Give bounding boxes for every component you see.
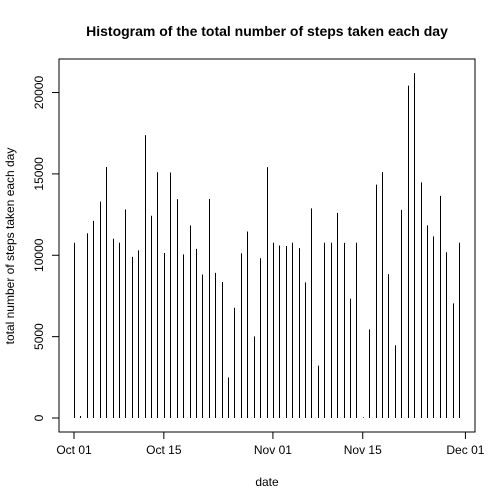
x-tick-label-2: Nov 01 xyxy=(254,443,292,457)
y-axis: 0 5000 10000 15000 20000 xyxy=(32,76,60,421)
x-tick-label-1: Oct 15 xyxy=(146,443,182,457)
x-tick-label-4: Dec 01 xyxy=(446,443,484,457)
y-tick-label-4: 20000 xyxy=(32,76,46,110)
chart-title: Histogram of the total number of steps t… xyxy=(86,23,448,39)
y-tick-label-0: 0 xyxy=(32,414,46,421)
y-tick-label-2: 10000 xyxy=(32,238,46,272)
x-tick-label-0: Oct 01 xyxy=(56,443,92,457)
bar-group xyxy=(74,73,460,418)
y-axis-label: total number of steps taken each day xyxy=(3,148,17,345)
x-tick-label-3: Nov 15 xyxy=(344,443,382,457)
y-tick-label-1: 5000 xyxy=(32,323,46,350)
y-tick-label-3: 15000 xyxy=(32,157,46,191)
x-axis-label: date xyxy=(255,475,279,489)
x-axis: Oct 01 Oct 15 Nov 01 Nov 15 Dec 01 xyxy=(56,431,485,457)
